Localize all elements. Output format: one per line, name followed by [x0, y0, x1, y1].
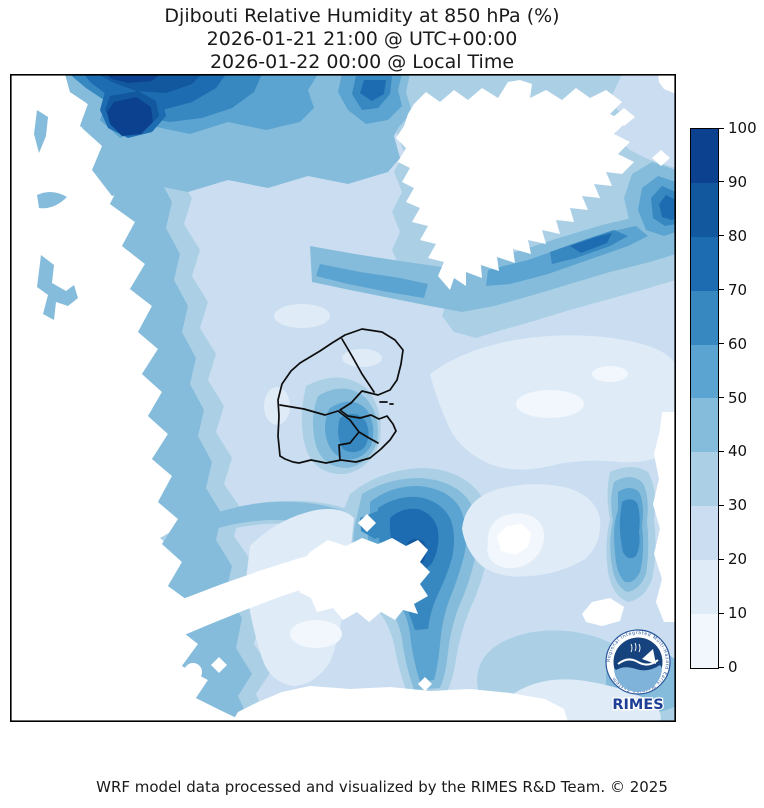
figure-title-block: Djibouti Relative Humidity at 850 hPa (%…: [0, 5, 724, 74]
contour-fill-level-90: [106, 74, 160, 136]
colorbar-segment-40-50: [691, 398, 718, 453]
region-boundary-obock: [341, 338, 375, 393]
region-boundary-ali-sabieh: [358, 431, 379, 444]
colorbar-tick-10: [719, 612, 724, 614]
colorbar-tick-30: [719, 504, 724, 506]
colorbar-tick-label-100: 100: [728, 119, 757, 137]
colorbar-tick-label-40: 40: [728, 442, 748, 461]
colorbar-tick-90: [719, 181, 724, 183]
region-boundary-tadjourah-dikhil: [279, 404, 339, 416]
rimes-logo-signal: [630, 642, 641, 653]
colorbar-segment-70-80: [691, 236, 718, 291]
colorbar-segment-60-70: [691, 290, 718, 345]
axes-frame: [10, 74, 676, 722]
colorbar-tick-label-50: 50: [728, 388, 748, 407]
colorbar-segment-10-20: [691, 560, 718, 615]
footer-credit: WRF model data processed and visualized …: [96, 778, 668, 796]
coast-detail-mark: [379, 401, 394, 405]
colorbar-tick-20: [719, 558, 724, 560]
colorbar-tick-label-90: 90: [728, 172, 748, 191]
no-data-mask: [96, 74, 676, 722]
humidity-contour-map: Regional Integrated Multi-Hazard Early W…: [10, 74, 676, 722]
rimes-logo-sea: [614, 665, 662, 692]
figure-subtitle-local: 2026-01-22 00:00 @ Local Time: [209, 51, 515, 73]
colorbar-tick-label-0: 0: [728, 658, 738, 676]
colorbar-tick-label-20: 20: [728, 550, 748, 569]
colorbar-tick-60: [719, 343, 724, 345]
colorbar-tick-label-70: 70: [728, 280, 748, 299]
colorbar-tick-80: [719, 235, 724, 237]
contour-fill-level-0: [290, 366, 628, 648]
colorbar-segment-80-90: [691, 182, 718, 237]
figure-title: Djibouti Relative Humidity at 850 hPa (%…: [164, 5, 560, 27]
colorbar-segment-0-10: [691, 614, 718, 668]
colorbar-tick-70: [719, 289, 724, 291]
colorbar-tick-label-80: 80: [728, 226, 748, 245]
colorbar-tick-100: [719, 127, 724, 129]
colorbar-tick-label-30: 30: [728, 496, 748, 515]
rimes-logo-wave: [617, 658, 659, 666]
rimes-logo: Regional Integrated Multi-Hazard Early W…: [605, 629, 671, 714]
figure-subtitle-utc: 2026-01-21 21:00 @ UTC+00:00: [206, 28, 518, 50]
colorbar-tick-label-60: 60: [728, 334, 748, 353]
colorbar-segment-30-40: [691, 452, 718, 507]
rimes-logo-wordmark: RIMES: [612, 697, 663, 713]
colorbar-tick-40: [719, 450, 724, 452]
colorbar-segment-20-30: [691, 506, 718, 561]
map-axes: Regional Integrated Multi-Hazard Early W…: [10, 74, 676, 722]
colorbar-tick-0: [719, 666, 724, 668]
country-boundary: [277, 328, 404, 464]
colorbar-bar: [690, 128, 719, 669]
colorbar-tick-label-10: 10: [728, 604, 748, 623]
colorbar-segment-50-60: [691, 344, 718, 399]
colorbar-tick-50: [719, 397, 724, 398]
region-boundary-arta: [337, 410, 360, 461]
colorbar-segment-90-100: [691, 129, 718, 183]
rimes-logo-sail: [642, 649, 656, 664]
colorbar: 0 10 20 30 40 50 60 70 80 90 100: [690, 120, 764, 675]
